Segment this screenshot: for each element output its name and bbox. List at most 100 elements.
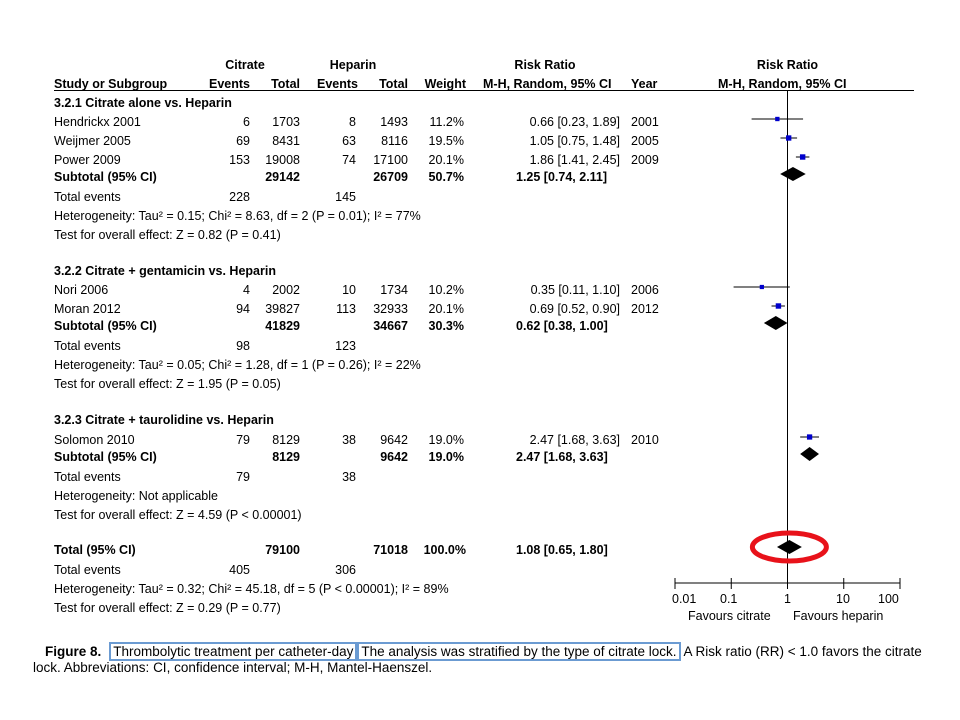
study-name: Solomon 2010: [54, 433, 135, 447]
total-events-label: Total events: [54, 563, 121, 577]
subtotal-label: Subtotal (95% CI): [54, 170, 157, 184]
total-ci: 1.08 [0.65, 1.80]: [516, 543, 608, 557]
overall-effect-text: Test for overall effect: Z = 0.82 (P = 0…: [54, 228, 281, 242]
total-total2: 71018: [373, 543, 408, 557]
year: 2006: [631, 283, 659, 297]
total-events2: 123: [335, 339, 356, 353]
weight: 20.1%: [428, 153, 464, 167]
col-study: Study or Subgroup: [54, 77, 168, 91]
col-total2: Total: [379, 77, 408, 91]
study-effect-square: [786, 135, 792, 141]
year: 2010: [631, 433, 659, 447]
risk-ratio-ci: 0.66 [0.23, 1.89]: [529, 115, 620, 129]
risk-ratio-ci: 2.47 [1.68, 3.63]: [529, 433, 620, 447]
total-events-label: Total events: [54, 339, 121, 353]
subtotal-weight: 30.3%: [428, 319, 464, 333]
caption-rest: A Risk ratio (RR) < 1.0 favors the citra…: [33, 644, 922, 675]
risk-ratio-ci: 1.05 [0.75, 1.48]: [529, 134, 620, 148]
subtotal-total1: 41829: [265, 319, 300, 333]
col-weight: Weight: [424, 77, 466, 91]
overall-effect-text: Test for overall effect: Z = 4.59 (P < 0…: [54, 508, 302, 522]
col-year: Year: [631, 77, 658, 91]
total-weight: 100.0%: [423, 543, 466, 557]
total2: 8116: [381, 134, 408, 148]
subtotal-label: Subtotal (95% CI): [54, 450, 157, 464]
favours-left-label: Favours citrate: [688, 609, 771, 623]
study-effect-square: [775, 303, 782, 309]
events2: 10: [342, 283, 356, 297]
pooled-effect-diamond: [763, 316, 788, 330]
total-total1: 79100: [265, 543, 300, 557]
total1: 8431: [272, 134, 300, 148]
study-effect-square: [775, 116, 780, 122]
year: 2009: [631, 153, 659, 167]
subtotal-total1: 29142: [265, 170, 300, 184]
tick-label: 10: [836, 592, 850, 606]
total-events1: 98: [236, 339, 250, 353]
total1: 39827: [265, 302, 300, 316]
group2-header: Heparin: [329, 58, 377, 72]
overall-effect-text: Test for overall effect: Z = 0.29 (P = 0…: [54, 601, 281, 615]
total-events1: 228: [229, 190, 250, 204]
study-name: Moran 2012: [54, 302, 121, 316]
year: 2012: [631, 302, 659, 316]
total-events2: 306: [335, 563, 356, 577]
rr-plot-header: Risk Ratio: [756, 58, 819, 72]
subtotal-ci: 0.62 [0.38, 1.00]: [516, 319, 608, 333]
col-mh: M-H, Random, 95% CI: [483, 77, 612, 91]
risk-ratio-ci: 0.35 [0.11, 1.10]: [530, 283, 620, 297]
weight: 10.2%: [428, 283, 464, 297]
header-rule: [54, 90, 914, 91]
total-events-label: Total events: [54, 470, 121, 484]
weight: 19.5%: [428, 134, 464, 148]
heterogeneity-text: Heterogeneity: Not applicable: [54, 489, 218, 503]
total-events2: 145: [335, 190, 356, 204]
col-total1: Total: [271, 77, 300, 91]
subtotal-total1: 8129: [272, 450, 300, 464]
subtotal-label: Subtotal (95% CI): [54, 319, 157, 333]
events1: 94: [236, 302, 250, 316]
favours-right-label: Favours heparin: [793, 609, 884, 623]
events1: 6: [243, 115, 250, 129]
events2: 113: [336, 302, 356, 316]
total1: 2002: [272, 283, 300, 297]
subtotal-total2: 9642: [380, 450, 408, 464]
risk-ratio-ci: 0.69 [0.52, 0.90]: [529, 302, 620, 316]
study-effect-square: [799, 154, 806, 160]
events1: 79: [236, 433, 250, 447]
events2: 38: [342, 433, 356, 447]
events1: 69: [236, 134, 250, 148]
tick-label: 0.1: [720, 592, 738, 606]
total1: 19008: [265, 153, 300, 167]
year: 2005: [631, 134, 659, 148]
col-events1: Events: [209, 77, 250, 91]
subtotal-total2: 34667: [373, 319, 408, 333]
study-name: Nori 2006: [54, 283, 109, 297]
col-events2: Events: [317, 77, 358, 91]
group1-header: Citrate: [225, 58, 265, 72]
weight: 11.2%: [429, 115, 464, 129]
total2: 17100: [373, 153, 408, 167]
total1: 8129: [272, 433, 300, 447]
tick-label: 100: [878, 592, 899, 606]
subtotal-ci: 1.25 [0.74, 2.11]: [516, 170, 608, 184]
year: 2001: [631, 115, 659, 129]
figure-label: Figure 8.: [45, 644, 102, 659]
total-events1: 79: [236, 470, 250, 484]
rr-header: Risk Ratio: [514, 58, 576, 72]
col-mh-plot: M-H, Random, 95% CI: [718, 77, 847, 91]
subtotal-weight: 50.7%: [428, 170, 464, 184]
risk-ratio-ci: 1.86 [1.41, 2.45]: [529, 153, 620, 167]
overall-effect-text: Test for overall effect: Z = 1.95 (P = 0…: [54, 377, 281, 391]
study-name: Power 2009: [54, 153, 121, 167]
events2: 63: [342, 134, 356, 148]
caption-boxed-title: Thrombolytic treatment per catheter-day: [109, 642, 358, 661]
pooled-effect-diamond: [776, 540, 802, 554]
subgroup-title: 3.2.3 Citrate + taurolidine vs. Heparin: [54, 413, 274, 427]
total1: 1703: [272, 115, 300, 129]
pooled-effect-diamond: [800, 447, 819, 461]
total2: 1493: [380, 115, 408, 129]
tick-label: 0.01: [672, 592, 697, 606]
subgroup-title: 3.2.2 Citrate + gentamicin vs. Heparin: [54, 264, 276, 278]
